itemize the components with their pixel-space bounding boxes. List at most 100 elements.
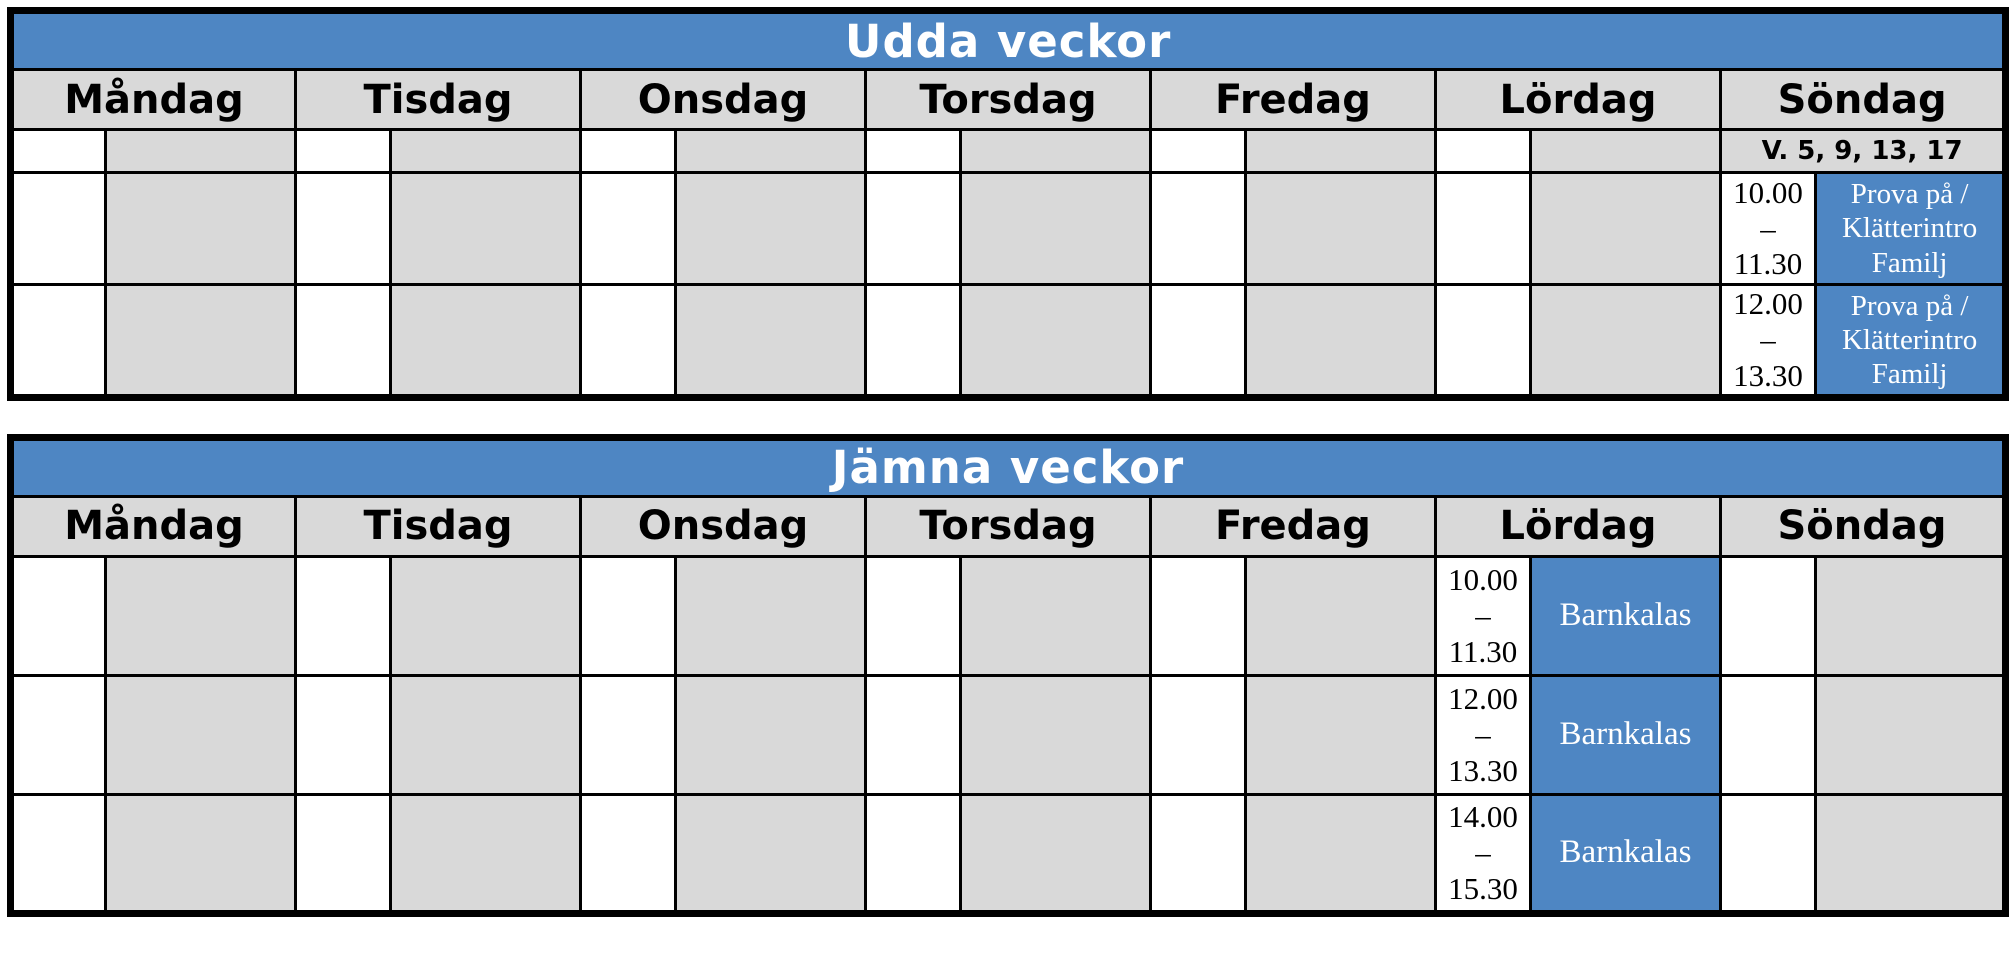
day-header-tuesday: Tisdag — [294, 494, 582, 558]
empty-time-cell — [864, 554, 962, 677]
empty-activity-cell — [1529, 283, 1722, 399]
empty-activity-cell — [389, 283, 582, 399]
empty-activity-cell — [674, 792, 867, 915]
even-weeks-slot-row-2: 12.00 – 13.30 Barnkalas — [9, 673, 2008, 796]
empty-activity-cell — [1529, 171, 1722, 286]
empty-activity-cell — [1813, 792, 2008, 915]
empty-activity-cell — [1244, 171, 1437, 286]
saturday-slot3-time: 14.00 – 15.30 — [1434, 792, 1532, 915]
odd-weeks-slot-row-2: 12.00 – 13.30 Prova på / Klätterintro Fa… — [9, 283, 2008, 399]
empty-time-cell — [864, 792, 962, 915]
empty-time-cell — [294, 171, 392, 286]
empty-time-cell — [864, 283, 962, 399]
day-header-wednesday: Onsdag — [579, 68, 867, 131]
day-header-thursday: Torsdag — [864, 494, 1152, 558]
empty-time-cell — [579, 673, 677, 796]
empty-time-cell — [1149, 171, 1247, 286]
empty-activity-cell — [674, 171, 867, 286]
empty-activity-cell — [389, 673, 582, 796]
empty-time-cell — [579, 283, 677, 399]
even-weeks-day-header-row: Måndag Tisdag Onsdag Torsdag Fredag Lörd… — [9, 494, 2008, 558]
empty-activity-cell — [389, 554, 582, 677]
empty-activity-cell — [104, 792, 297, 915]
sunday-slot1-time: 10.00 – 11.30 — [1719, 171, 1817, 286]
empty-time-cell — [1149, 673, 1247, 796]
saturday-slot1-event: Barnkalas — [1529, 554, 1722, 677]
empty-time-cell — [9, 673, 107, 796]
empty-activity-cell — [959, 792, 1152, 915]
day-header-wednesday: Onsdag — [579, 494, 867, 558]
empty-time-cell — [1149, 128, 1247, 174]
empty-time-cell — [9, 554, 107, 677]
empty-activity-cell — [959, 171, 1152, 286]
saturday-slot2-time: 12.00 – 13.30 — [1434, 673, 1532, 796]
empty-activity-cell — [389, 128, 582, 174]
empty-activity-cell — [389, 171, 582, 286]
empty-activity-cell — [959, 283, 1152, 399]
empty-activity-cell — [104, 171, 297, 286]
even-weeks-slot-row-3: 14.00 – 15.30 Barnkalas — [9, 792, 2008, 915]
saturday-slot1-time: 10.00 – 11.30 — [1434, 554, 1532, 677]
empty-time-cell — [294, 792, 392, 915]
empty-activity-cell — [1813, 554, 2008, 677]
empty-time-cell — [294, 554, 392, 677]
odd-weeks-week-note-row: V. 5, 9, 13, 17 — [9, 128, 2008, 174]
empty-time-cell — [1149, 554, 1247, 677]
empty-activity-cell — [1244, 792, 1437, 915]
empty-activity-cell — [959, 554, 1152, 677]
tables-gap — [7, 401, 2009, 434]
saturday-slot3-event: Barnkalas — [1529, 792, 1722, 915]
empty-time-cell — [1434, 128, 1532, 174]
odd-weeks-table: Udda veckor Måndag Tisdag Onsdag Torsdag… — [7, 7, 2010, 401]
empty-time-cell — [9, 171, 107, 286]
day-header-friday: Fredag — [1149, 68, 1437, 131]
day-header-tuesday: Tisdag — [294, 68, 582, 131]
odd-weeks-day-header-row: Måndag Tisdag Onsdag Torsdag Fredag Lörd… — [9, 68, 2008, 131]
day-header-sunday: Söndag — [1718, 494, 2008, 558]
empty-time-cell — [294, 128, 392, 174]
empty-time-cell — [864, 171, 962, 286]
empty-activity-cell — [674, 554, 867, 677]
day-header-saturday: Lördag — [1434, 494, 1722, 558]
empty-time-cell — [1149, 792, 1247, 915]
empty-time-cell — [579, 792, 677, 915]
even-weeks-slot-row-1: 10.00 – 11.30 Barnkalas — [9, 554, 2008, 677]
sunday-slot1-event: Prova på / Klätterintro Familj — [1813, 171, 2008, 286]
empty-time-cell — [1434, 171, 1532, 286]
empty-time-cell — [1719, 792, 1817, 915]
empty-time-cell — [1149, 283, 1247, 399]
empty-time-cell — [9, 128, 107, 174]
empty-activity-cell — [389, 792, 582, 915]
empty-activity-cell — [104, 283, 297, 399]
empty-activity-cell — [104, 128, 297, 174]
empty-time-cell — [579, 171, 677, 286]
empty-activity-cell — [959, 128, 1152, 174]
even-weeks-title: Jämna veckor — [8, 435, 2008, 498]
empty-activity-cell — [104, 554, 297, 677]
day-header-thursday: Torsdag — [864, 68, 1152, 131]
empty-time-cell — [294, 283, 392, 399]
odd-weeks-title: Udda veckor — [8, 9, 2008, 71]
empty-time-cell — [864, 128, 962, 174]
empty-time-cell — [579, 554, 677, 677]
empty-activity-cell — [1244, 128, 1437, 174]
empty-activity-cell — [674, 128, 867, 174]
empty-activity-cell — [1244, 283, 1437, 399]
empty-time-cell — [579, 128, 677, 174]
empty-time-cell — [864, 673, 962, 796]
day-header-friday: Fredag — [1149, 494, 1437, 558]
even-weeks-table: Jämna veckor Måndag Tisdag Onsdag Torsda… — [7, 433, 2010, 917]
sunday-slot2-time: 12.00 – 13.30 — [1719, 283, 1817, 399]
empty-time-cell — [1719, 554, 1817, 677]
day-header-monday: Måndag — [9, 494, 297, 558]
empty-activity-cell — [674, 673, 867, 796]
empty-time-cell — [294, 673, 392, 796]
day-header-saturday: Lördag — [1434, 68, 1722, 131]
odd-weeks-title-row: Udda veckor — [8, 9, 2008, 71]
empty-activity-cell — [1813, 673, 2008, 796]
empty-time-cell — [1719, 673, 1817, 796]
odd-weeks-slot-row-1: 10.00 – 11.30 Prova på / Klätterintro Fa… — [9, 171, 2008, 286]
even-weeks-title-row: Jämna veckor — [8, 435, 2008, 498]
sunday-week-note: V. 5, 9, 13, 17 — [1718, 128, 2008, 174]
